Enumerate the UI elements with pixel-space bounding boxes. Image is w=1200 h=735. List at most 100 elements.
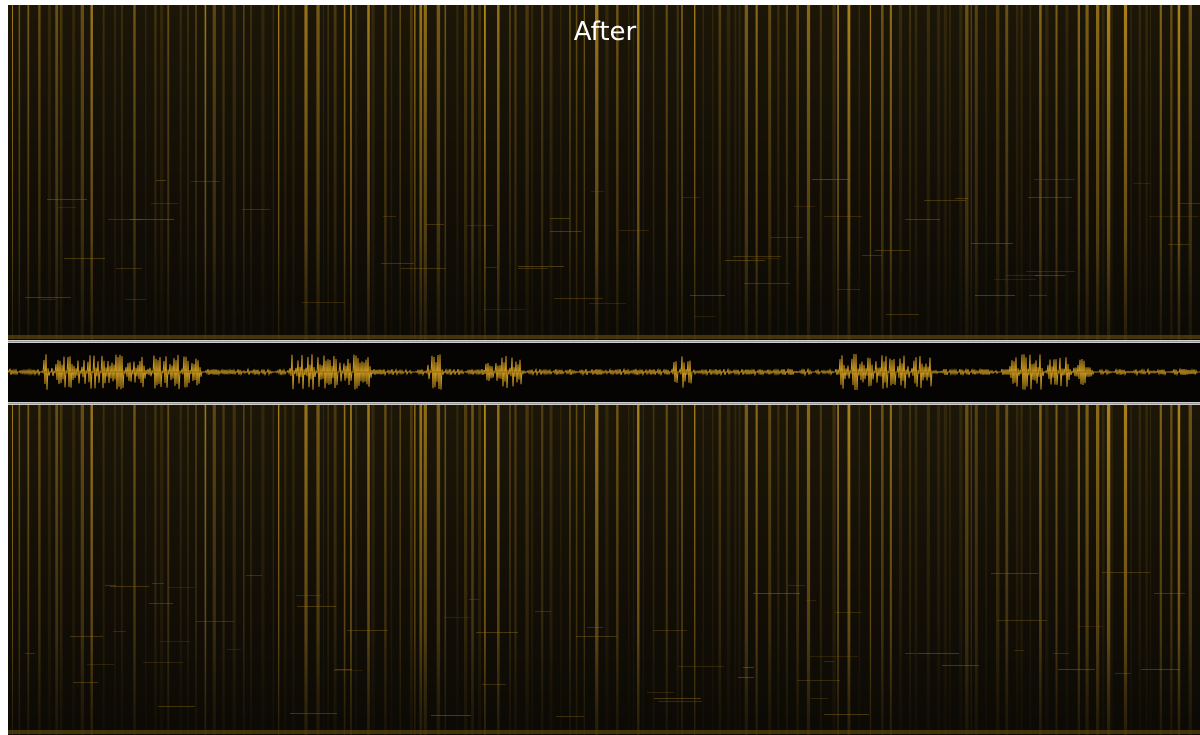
streak bbox=[569, 405, 571, 735]
noise-band bbox=[753, 593, 800, 594]
noise-band bbox=[70, 636, 103, 637]
noise-band bbox=[485, 267, 497, 268]
noise-band bbox=[810, 656, 858, 657]
noise-band bbox=[797, 680, 840, 681]
streak bbox=[424, 5, 427, 340]
noise-band bbox=[1078, 626, 1103, 627]
noise-band bbox=[682, 197, 700, 198]
streak bbox=[514, 405, 516, 735]
streak bbox=[576, 405, 578, 735]
streak bbox=[72, 405, 75, 735]
noise-band bbox=[383, 216, 396, 217]
streak bbox=[12, 405, 13, 735]
streak bbox=[768, 405, 771, 735]
streak bbox=[633, 5, 634, 340]
streak bbox=[323, 405, 324, 735]
noise-band bbox=[743, 667, 754, 668]
streak bbox=[937, 5, 940, 340]
noise-band bbox=[1058, 669, 1095, 670]
streak bbox=[777, 405, 779, 735]
streak bbox=[1150, 405, 1151, 735]
streak bbox=[986, 5, 987, 340]
streak bbox=[786, 405, 788, 735]
streak bbox=[1056, 405, 1058, 735]
streak bbox=[1065, 5, 1068, 340]
noise-band bbox=[105, 585, 116, 586]
streak bbox=[848, 405, 851, 735]
streak bbox=[560, 5, 561, 340]
noise-band bbox=[333, 670, 362, 671]
streak bbox=[1020, 5, 1023, 340]
streak bbox=[1045, 405, 1048, 735]
streak bbox=[243, 405, 245, 735]
streak bbox=[525, 405, 528, 735]
noise-band bbox=[73, 682, 98, 683]
streak bbox=[154, 5, 156, 340]
noise-band bbox=[149, 603, 173, 604]
streak bbox=[437, 5, 440, 340]
streak bbox=[1086, 405, 1089, 735]
streak bbox=[334, 405, 337, 735]
noise-band bbox=[108, 219, 143, 220]
streak bbox=[996, 5, 999, 340]
noise-band bbox=[653, 630, 687, 631]
streak bbox=[703, 5, 704, 340]
noise-band bbox=[1115, 673, 1131, 674]
streak bbox=[1150, 5, 1151, 340]
noise-band bbox=[335, 669, 352, 670]
streak bbox=[205, 405, 207, 735]
streak bbox=[1096, 405, 1099, 735]
noise-band bbox=[1141, 669, 1180, 670]
noise-band bbox=[64, 258, 105, 259]
streak bbox=[1189, 405, 1192, 735]
noise-band bbox=[647, 692, 674, 693]
streak bbox=[1078, 5, 1080, 340]
streak bbox=[484, 5, 486, 340]
noise-band bbox=[296, 595, 321, 596]
streak bbox=[1124, 5, 1127, 340]
streak bbox=[756, 5, 758, 340]
streak bbox=[881, 5, 884, 340]
streak bbox=[19, 405, 21, 735]
streak bbox=[133, 405, 135, 735]
streak bbox=[91, 405, 93, 735]
streak bbox=[1139, 405, 1141, 735]
noise-band bbox=[113, 631, 126, 632]
streak bbox=[637, 405, 640, 735]
streak bbox=[975, 5, 978, 340]
noise-band bbox=[690, 295, 725, 296]
streak bbox=[414, 5, 415, 340]
streak bbox=[837, 405, 839, 735]
streak bbox=[464, 405, 467, 735]
streak bbox=[807, 405, 810, 735]
streak bbox=[653, 5, 655, 340]
streak bbox=[121, 5, 123, 340]
streak bbox=[739, 405, 741, 735]
noise-band bbox=[556, 716, 584, 717]
noise-band bbox=[654, 698, 701, 699]
noise-band bbox=[587, 627, 603, 628]
streak bbox=[437, 405, 440, 735]
noise-band bbox=[1053, 653, 1069, 654]
noise-band bbox=[476, 632, 518, 633]
streak bbox=[391, 405, 393, 735]
streak bbox=[114, 5, 116, 340]
streak bbox=[55, 5, 58, 340]
streak bbox=[292, 5, 295, 340]
streak bbox=[509, 405, 511, 735]
noise-band bbox=[991, 573, 1038, 574]
streak bbox=[595, 5, 598, 340]
streak bbox=[986, 405, 987, 735]
streak bbox=[38, 5, 40, 340]
streak bbox=[739, 5, 741, 340]
noise-band bbox=[835, 612, 862, 613]
streak bbox=[292, 405, 295, 735]
noise-band bbox=[160, 641, 190, 642]
streak bbox=[1178, 405, 1181, 735]
streak bbox=[1146, 5, 1148, 340]
streak bbox=[384, 5, 386, 340]
streak bbox=[414, 405, 415, 735]
streak bbox=[719, 5, 722, 340]
noise-band bbox=[576, 636, 617, 637]
spectrogram-view: After bbox=[0, 0, 1200, 735]
